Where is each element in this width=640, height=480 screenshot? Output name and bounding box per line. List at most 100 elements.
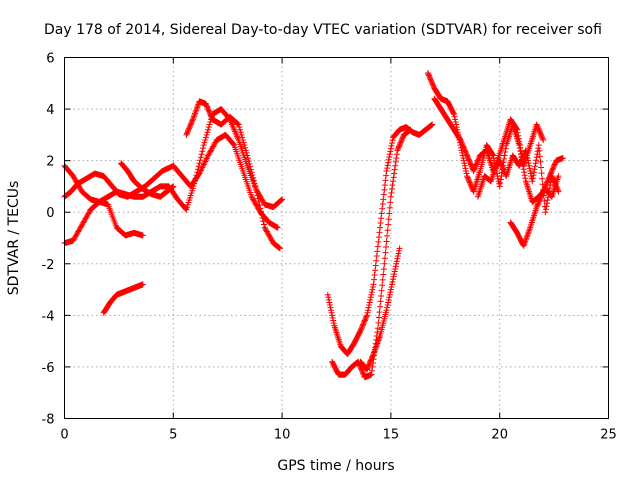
data-point [536,197,543,204]
data-point [551,178,558,185]
data-point [71,175,78,182]
data-point [428,78,435,85]
data-point [372,262,379,269]
data-point [518,150,525,157]
data-point [461,160,468,167]
data-point [386,151,393,158]
data-point [515,132,522,139]
x-tick-label: 5 [169,428,177,443]
data-point [81,216,88,223]
data-point [328,307,335,314]
data-point [539,189,546,196]
data-point [459,142,466,149]
data-point [390,276,397,283]
data-point [367,294,374,301]
data-point [550,164,557,171]
data-point [236,124,243,131]
data-point [539,135,546,142]
data-point [202,137,209,144]
data-point [461,162,468,169]
data-point [276,245,283,252]
data-point [535,142,542,149]
data-point [368,367,375,374]
data-point [329,314,336,321]
data-point [399,134,406,141]
data-point [450,110,457,117]
data-point [460,157,467,164]
data-point [74,229,81,236]
data-point [534,124,541,131]
data-point [379,205,386,212]
data-point [237,129,244,136]
data-point [537,158,544,165]
data-point [374,248,381,255]
data-point [358,366,365,373]
data-point [374,325,381,332]
data-point [84,211,91,218]
data-point [430,82,437,89]
data-point [365,304,372,311]
data-point [368,289,375,296]
data-point [384,162,391,169]
data-point [535,125,542,132]
data-point [253,202,260,209]
data-point [204,104,211,111]
data-point [536,153,543,160]
data-point [514,126,521,133]
y-tick-label: 2 [46,155,54,170]
data-point [368,371,375,378]
data-point [83,214,90,221]
data-point [362,316,369,323]
x-tick-label: 20 [491,428,508,443]
series-trace-K [507,155,566,249]
data-point [458,138,465,145]
data-point [74,180,81,187]
data-point [205,124,212,131]
series-trace-L [474,116,547,200]
data-point [463,151,470,158]
data-point [545,191,552,198]
data-point [497,160,504,167]
data-point [551,161,558,168]
data-point [193,172,200,179]
data-point [387,145,394,152]
data-point [385,299,392,306]
data-point [553,183,560,190]
data-point [407,126,414,133]
data-point [377,298,384,305]
data-point [266,233,273,240]
data-point [390,273,397,280]
data-point [185,126,192,133]
data-point [550,176,557,183]
data-point [490,155,497,162]
data-point [199,148,206,155]
data-point [532,160,539,167]
data-point [542,206,549,213]
data-point [391,170,398,177]
data-point [384,232,391,239]
data-point [377,224,384,231]
x-tick-label: 15 [383,428,400,443]
data-point [385,159,392,166]
data-point [202,100,209,107]
data-point [498,162,505,169]
data-point [547,171,554,178]
data-point [501,152,508,159]
data-point [369,353,376,360]
data-point [258,208,265,215]
data-point [389,278,396,285]
data-point [359,323,366,330]
data-point [533,154,540,161]
data-point [366,361,373,368]
data-point [465,175,472,182]
data-point [551,179,558,186]
data-point [266,232,273,239]
data-point [542,209,549,216]
data-point [495,175,502,182]
data-point [470,167,477,174]
data-point [458,139,465,146]
data-point [378,293,385,300]
data-point [189,117,196,124]
data-point [207,112,214,119]
data-point [197,157,204,164]
